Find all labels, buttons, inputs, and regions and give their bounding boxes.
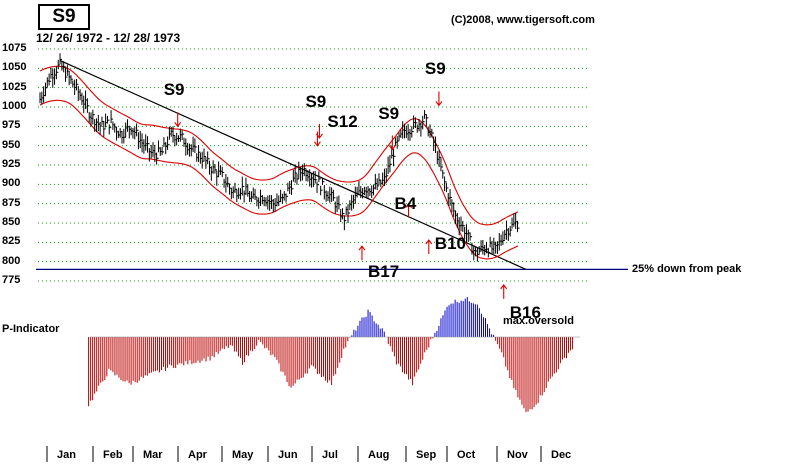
copyright-text: (C)2008, www.tigersoft.com xyxy=(451,14,595,26)
chart-subtitle: 12/ 26/ 1972 - 12/ 28/ 1973 xyxy=(36,31,181,45)
signal-label-b17: B17 xyxy=(367,262,400,282)
buy-arrow xyxy=(500,283,508,299)
p-indicator-bars xyxy=(88,297,574,413)
signal-label-b4: B4 xyxy=(394,193,417,213)
y-tick-label: 1050 xyxy=(2,61,27,74)
month-label: Jan xyxy=(57,449,76,461)
buy-arrow xyxy=(358,245,366,261)
chart-title: S9 xyxy=(38,4,90,30)
month-label: Jun xyxy=(278,449,298,461)
y-tick-label: 800 xyxy=(2,254,21,267)
signal-arrows xyxy=(174,91,508,299)
month-label: Mar xyxy=(143,449,163,461)
signal-label-b16: B16 xyxy=(509,302,541,322)
month-label: May xyxy=(232,449,254,461)
month-label: Aug xyxy=(368,449,390,461)
max-oversold-note: max.oversold xyxy=(503,315,574,327)
signal-label-b10: B10 xyxy=(434,234,466,253)
month-ticks xyxy=(46,446,542,462)
y-tick-label: 975 xyxy=(2,119,21,132)
signal-label-s9: S9 xyxy=(305,91,327,111)
buy-arrow xyxy=(425,239,433,255)
p-indicator-label: P-Indicator xyxy=(2,323,60,335)
sell-arrow xyxy=(388,135,396,151)
y-tick-label: 1025 xyxy=(2,80,27,93)
y-tick-label: 1000 xyxy=(2,100,27,112)
signal-label-s12: S12 xyxy=(327,111,358,131)
signal-label-s9: S9 xyxy=(424,59,446,79)
upper-band xyxy=(39,65,519,226)
y-tick-label: 875 xyxy=(2,196,21,209)
month-label: Dec xyxy=(551,449,572,461)
month-label: Nov xyxy=(507,449,528,461)
sell-arrow xyxy=(435,91,443,107)
buy-arrow xyxy=(405,202,412,218)
trendline xyxy=(60,60,527,270)
signal-label-s9: S9 xyxy=(378,103,400,123)
y-tick-label: 825 xyxy=(2,235,21,248)
y-tick-label: 1075 xyxy=(2,42,27,54)
baseline-label: 25% down from peak xyxy=(632,263,742,275)
gridlines xyxy=(38,48,590,282)
bands xyxy=(39,65,519,260)
sell-arrow xyxy=(313,131,321,147)
month-label: Jul xyxy=(322,449,338,461)
signal-label-s9: S9 xyxy=(163,80,185,100)
month-label: Apr xyxy=(188,449,207,461)
y-tick-label: 850 xyxy=(2,216,21,228)
month-label: Oct xyxy=(457,449,476,461)
y-tick-label: 925 xyxy=(2,158,21,170)
month-label: Sep xyxy=(416,449,437,461)
lower-band xyxy=(39,99,519,260)
price-bars xyxy=(39,53,520,262)
y-tick-label: 900 xyxy=(2,177,21,190)
month-label: Feb xyxy=(103,449,123,461)
sell-arrow xyxy=(174,112,182,128)
y-tick-label: 950 xyxy=(2,138,21,151)
y-tick-label: 775 xyxy=(2,274,21,286)
